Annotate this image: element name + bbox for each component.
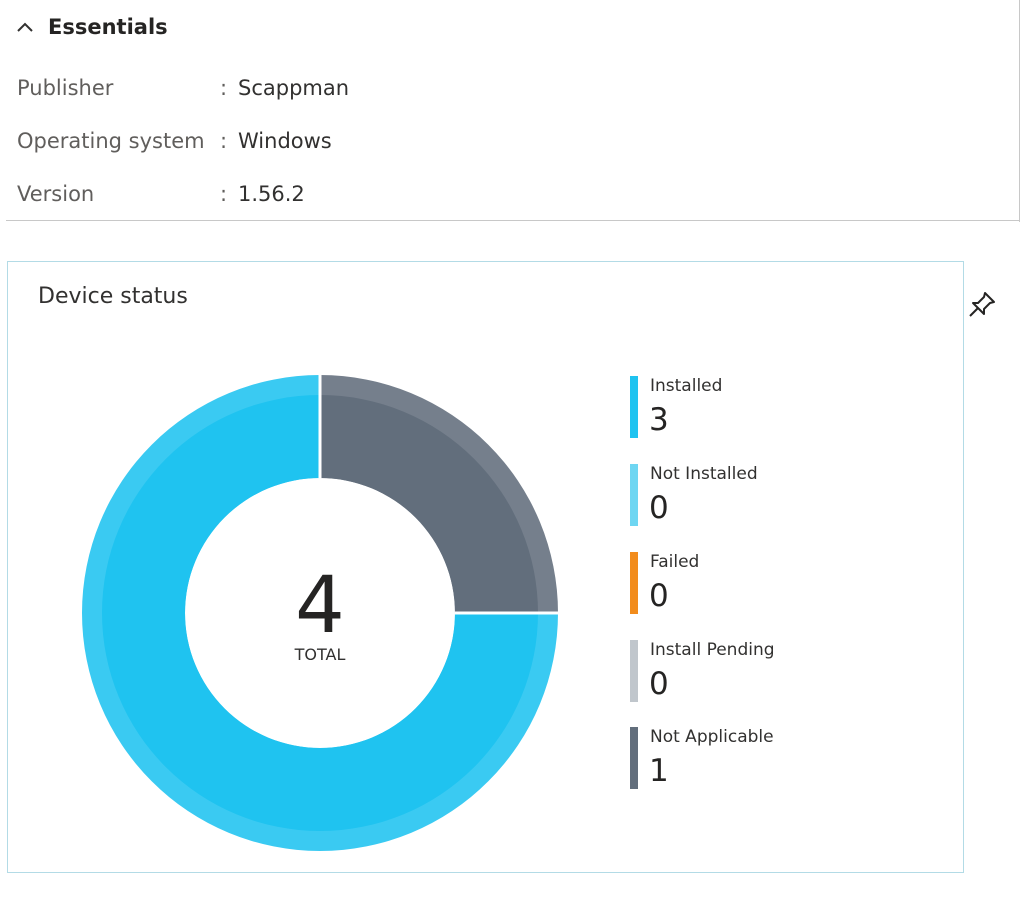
total-caption: TOTAL (294, 645, 346, 664)
property-value: Scappman (238, 76, 350, 100)
essentials-divider (6, 220, 1019, 221)
property-separator: : (220, 182, 228, 206)
legend-color-bar (630, 552, 638, 614)
property-separator: : (220, 129, 228, 153)
donut-slice-inner-band (102, 395, 538, 831)
property-separator: : (220, 76, 228, 100)
legend-value: 1 (649, 753, 669, 789)
legend-label: Not Installed (650, 464, 758, 484)
panel-right-border (1019, 0, 1020, 222)
property-label: Publisher (17, 76, 114, 100)
property-row-version: Version : 1.56.2 (17, 179, 305, 209)
legend-color-bar (630, 727, 638, 789)
legend-value: 3 (649, 402, 669, 438)
legend-value: 0 (649, 578, 669, 614)
donut-slice-installed[interactable] (82, 375, 558, 851)
legend-label: Not Applicable (650, 727, 774, 747)
donut-slice-not-applicable[interactable] (320, 375, 558, 613)
property-label: Version (17, 182, 95, 206)
essentials-toggle[interactable]: Essentials (10, 8, 168, 46)
property-value: Windows (238, 129, 332, 153)
legend-label: Install Pending (650, 640, 775, 660)
device-status-donut-chart (82, 373, 560, 851)
legend-label: Failed (650, 552, 700, 572)
legend-value: 0 (649, 666, 669, 702)
chevron-up-icon[interactable] (10, 12, 40, 42)
legend-color-bar (630, 464, 638, 526)
property-label: Operating system (17, 129, 205, 153)
property-row-publisher: Publisher : Scappman (17, 73, 349, 103)
donut-slice-inner-band (320, 395, 538, 613)
essentials-title: Essentials (48, 15, 168, 39)
property-row-operating-system: Operating system : Windows (17, 126, 332, 156)
property-value: 1.56.2 (238, 182, 305, 206)
card-title: Device status (38, 284, 188, 309)
pin-icon[interactable] (966, 289, 998, 321)
legend-color-bar (630, 376, 638, 438)
legend-value: 0 (649, 490, 669, 526)
legend-label: Installed (650, 376, 723, 396)
total-count: 4 (295, 561, 345, 651)
legend-color-bar (630, 640, 638, 702)
